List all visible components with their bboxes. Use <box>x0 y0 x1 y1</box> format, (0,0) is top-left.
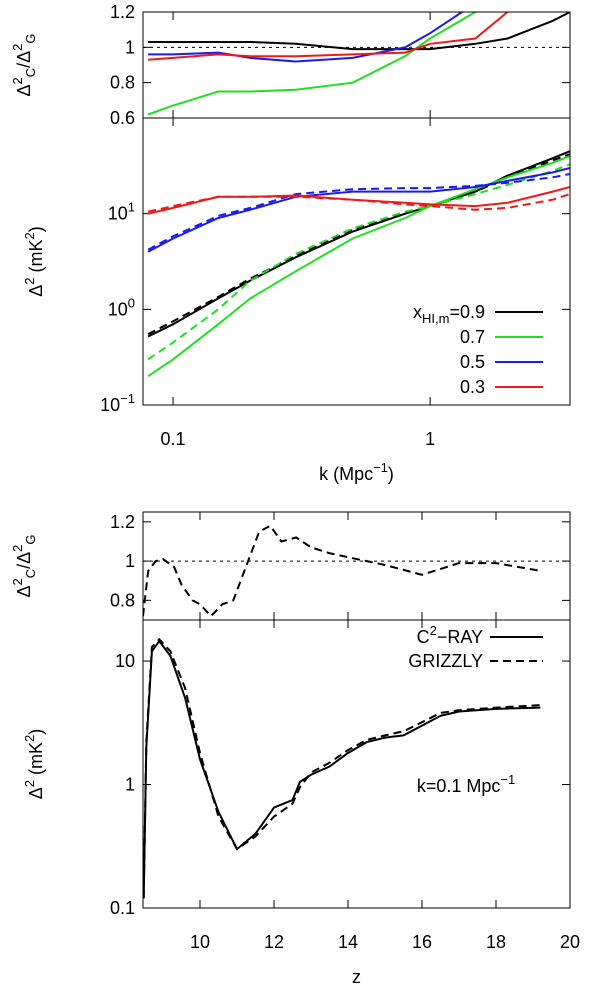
x-tick-label: 12 <box>264 932 284 952</box>
text-part: 10 <box>108 299 128 319</box>
y-axis-label: Δ2C/Δ2G <box>10 33 38 96</box>
data-line <box>143 637 541 899</box>
text-part: 2 <box>10 545 25 552</box>
text-part: (mK <box>26 239 46 277</box>
text-part: GRIZZLY <box>408 651 483 671</box>
text-part: HI,m <box>422 311 449 326</box>
data-line <box>147 167 570 253</box>
legend-label: GRIZZLY <box>408 651 483 671</box>
y-tick-label: 1.2 <box>110 512 135 532</box>
data-line <box>143 524 541 618</box>
text-part: −RAY <box>437 627 483 647</box>
legend-label: 0.7 <box>460 327 485 347</box>
y-tick-label: 1 <box>125 775 135 795</box>
text-part: ) <box>26 226 46 232</box>
text-part: 2 <box>10 578 25 585</box>
y-tick-label: 0.1 <box>110 898 135 918</box>
text-part: C <box>23 68 38 77</box>
legend-label: 0.5 <box>460 352 485 372</box>
annotation: k=0.1 Mpc−1 <box>417 772 515 796</box>
legend-label: 0.3 <box>460 377 485 397</box>
text-part: Δ <box>14 84 34 96</box>
data-line <box>147 173 570 251</box>
y-tick-label: 1 <box>125 551 135 571</box>
text-part: 2 <box>22 780 37 787</box>
data-line <box>147 193 570 213</box>
data-line <box>143 639 541 899</box>
y-axis-label: Δ2C/Δ2G <box>10 534 38 597</box>
text-part: 2 <box>22 232 37 239</box>
y-tick-label: 0.6 <box>110 108 135 128</box>
text-part: 2 <box>10 44 25 51</box>
text-part: = <box>449 302 460 322</box>
data-line <box>148 12 464 63</box>
text-part: k=0.1 Mpc <box>417 776 501 796</box>
y-tick-label: 0.8 <box>110 590 135 610</box>
text-part: Δ <box>26 787 46 799</box>
data-line <box>148 12 570 51</box>
text-part: 10 <box>108 204 128 224</box>
x-axis-label: z <box>352 967 361 987</box>
text-part: z <box>352 967 361 987</box>
legend-label: xHI,m=0.9 <box>413 302 485 326</box>
plot-frame <box>142 511 571 621</box>
y-tick-label: 1.2 <box>110 2 135 22</box>
text-part: 10 <box>100 395 120 415</box>
text-part: ) <box>26 729 46 735</box>
x-tick-label: 0.1 <box>161 429 186 449</box>
text-part: Δ <box>26 285 46 297</box>
text-part: Δ <box>14 585 34 597</box>
text-part: 0.9 <box>460 302 485 322</box>
text-part: C <box>23 569 38 578</box>
plot-frame <box>142 117 571 406</box>
plot-frame <box>142 11 571 119</box>
data-line <box>147 12 478 116</box>
text-part: ) <box>388 464 394 484</box>
data-line <box>147 155 570 378</box>
x-tick-label: 10 <box>190 932 210 952</box>
text-part: 2 <box>22 277 37 284</box>
y-tick-label: 10 <box>115 651 135 671</box>
legend-label: C2−RAY <box>417 623 483 647</box>
text-part: 0 <box>128 295 135 310</box>
y-axis-label: Δ2 (mK2) <box>22 729 46 800</box>
text-part: 2 <box>22 735 37 742</box>
data-line <box>148 12 511 61</box>
text-part: −1 <box>500 772 515 787</box>
x-tick-label: 1 <box>425 429 435 449</box>
text-part: G <box>23 534 38 544</box>
plot-frame <box>142 619 571 909</box>
text-part: /Δ <box>14 51 34 68</box>
x-axis-label: k (Mpc−1) <box>319 460 394 484</box>
text-part: 2 <box>430 623 437 638</box>
x-tick-label: 20 <box>560 932 580 952</box>
y-tick-label: 101 <box>108 200 135 224</box>
text-part: G <box>23 33 38 43</box>
text-part: 2 <box>10 77 25 84</box>
y-axis-label: Δ2 (mK2) <box>22 226 46 297</box>
text-part: −1 <box>373 460 388 475</box>
y-tick-label: 10−1 <box>100 391 135 415</box>
text-part: −1 <box>120 391 135 406</box>
text-part: /Δ <box>14 552 34 569</box>
text-part: x <box>413 302 422 322</box>
data-line <box>147 153 570 336</box>
text-part: (mK <box>26 742 46 780</box>
text-part: 1 <box>128 200 135 215</box>
y-tick-label: 0.8 <box>110 73 135 93</box>
x-tick-label: 18 <box>486 932 506 952</box>
data-line <box>147 186 570 215</box>
text-part: C <box>417 627 430 647</box>
y-tick-label: 1 <box>125 37 135 57</box>
x-tick-label: 16 <box>412 932 432 952</box>
x-tick-label: 14 <box>338 932 358 952</box>
text-part: k (Mpc <box>319 464 373 484</box>
data-line <box>147 150 570 338</box>
y-tick-label: 100 <box>108 295 135 319</box>
